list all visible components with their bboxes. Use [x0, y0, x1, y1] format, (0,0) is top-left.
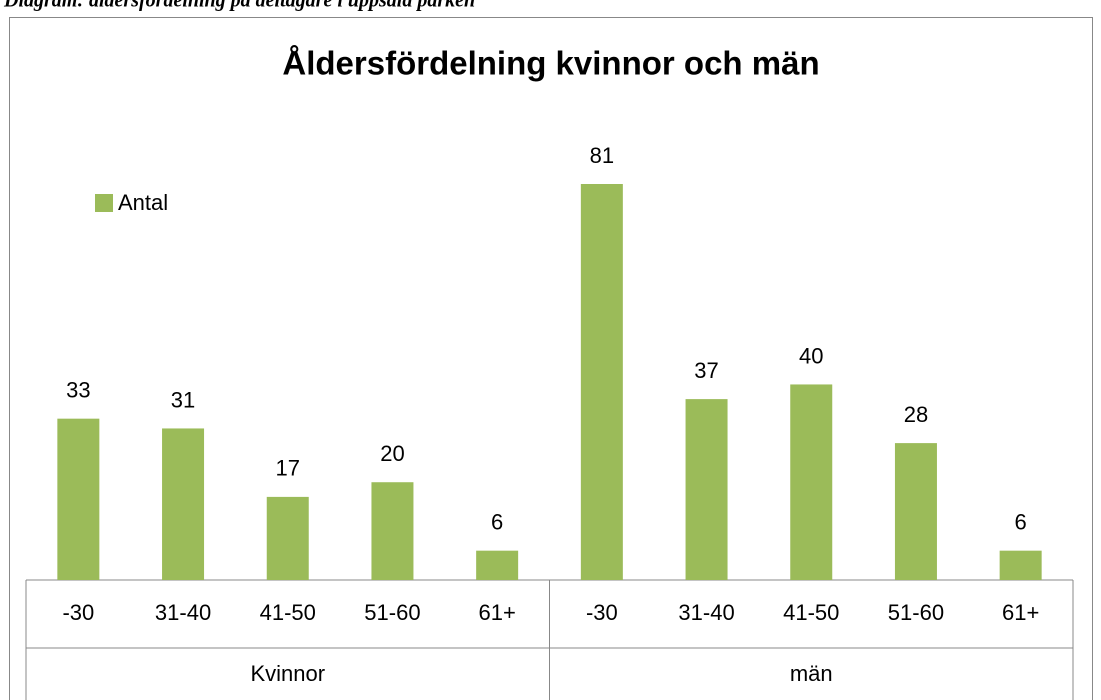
x-tick-label: 61+ — [478, 600, 515, 625]
bar — [162, 428, 205, 580]
bar — [476, 550, 519, 580]
x-tick-label: 61+ — [1002, 600, 1039, 625]
data-label: 37 — [694, 358, 718, 383]
bar — [790, 384, 833, 580]
legend-swatch — [95, 194, 113, 212]
chart-frame — [9, 17, 1093, 700]
bar — [685, 399, 728, 580]
x-tick-label: 41-50 — [783, 600, 839, 625]
caption: Diagram: åldersfördelning på deltagare i… — [3, 0, 475, 12]
bar — [57, 418, 100, 580]
group-label: män — [790, 661, 833, 686]
data-label: 28 — [904, 402, 928, 427]
group-label: Kvinnor — [250, 661, 325, 686]
data-label: 6 — [1015, 509, 1027, 534]
data-label: 6 — [491, 509, 503, 534]
x-tick-label: 51-60 — [888, 600, 944, 625]
x-tick-label: -30 — [62, 600, 94, 625]
bar — [266, 496, 309, 580]
x-tick-label: 31-40 — [678, 600, 734, 625]
bar — [999, 550, 1042, 580]
bar — [580, 184, 623, 580]
data-label: 20 — [380, 441, 404, 466]
legend-label: Antal — [118, 190, 168, 215]
data-label: 17 — [276, 456, 300, 481]
x-tick-label: 51-60 — [364, 600, 420, 625]
x-tick-label: 41-50 — [260, 600, 316, 625]
x-tick-label: 31-40 — [155, 600, 211, 625]
bar — [894, 443, 937, 580]
bar — [371, 482, 414, 580]
chart-title: Åldersfördelning kvinnor och män — [282, 45, 819, 82]
x-tick-label: -30 — [586, 600, 618, 625]
data-label: 31 — [171, 387, 195, 412]
data-label: 81 — [590, 143, 614, 168]
data-label: 40 — [799, 343, 823, 368]
data-label: 33 — [66, 377, 90, 402]
